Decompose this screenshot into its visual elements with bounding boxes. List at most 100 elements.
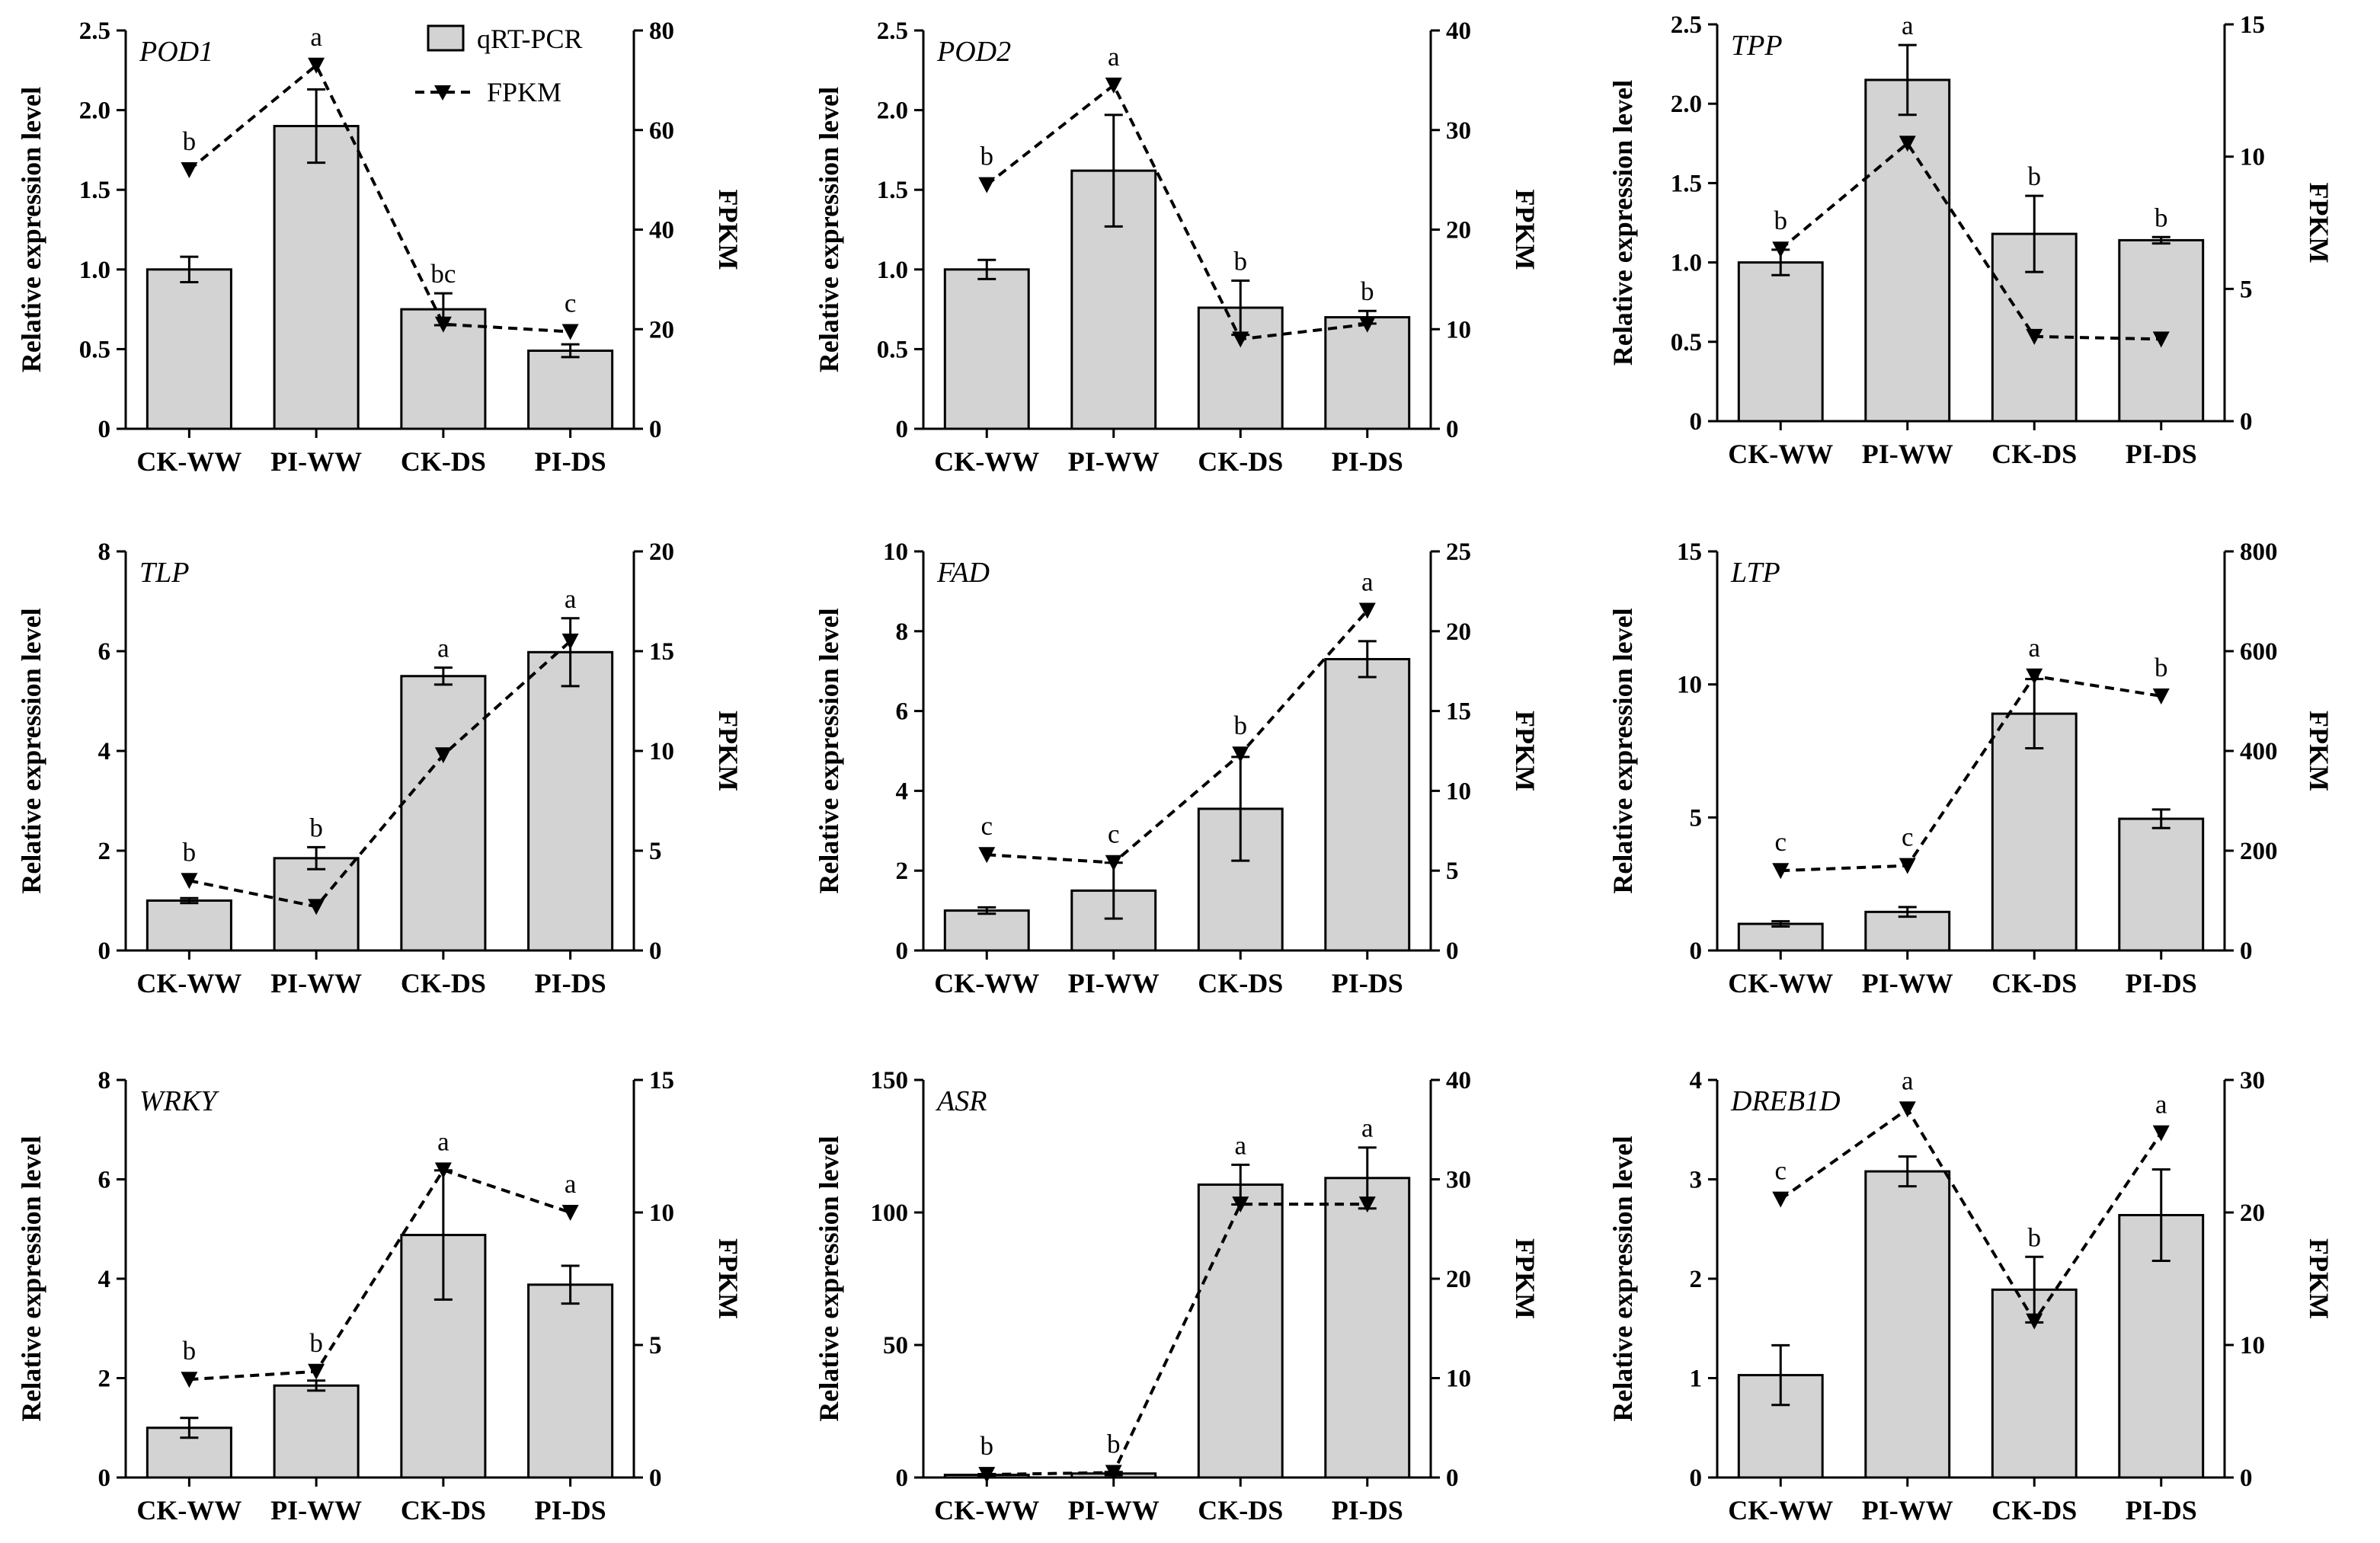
fpkm-marker-ck-ds <box>1232 1196 1249 1213</box>
y2-tick-label: 15 <box>649 1067 674 1094</box>
y-tick-label: 6 <box>98 638 111 666</box>
x-tick-label: PI-WW <box>1068 968 1160 998</box>
bar-fad-ck-ww <box>943 909 1030 952</box>
y2-tick-label: 60 <box>649 117 674 145</box>
fpkm-marker-pi-ww <box>1899 136 1916 152</box>
y-tick-label: 0.5 <box>1671 329 1702 356</box>
legend-bar-swatch <box>427 24 465 52</box>
bar-ltp-pi-ww <box>1864 910 1951 952</box>
significance-label: b <box>2028 1222 2042 1252</box>
y-tick-label: 150 <box>871 1067 909 1094</box>
fpkm-marker-ck-ww <box>978 177 996 193</box>
error-bar-tpp-pi-ds <box>2151 235 2170 245</box>
fpkm-marker-ck-ww <box>1772 1191 1790 1208</box>
x-tick-label: CK-WW <box>1728 1495 1833 1525</box>
fpkm-marker-pi-ds <box>2152 331 2170 348</box>
y-tick-label: 2.5 <box>1671 11 1702 39</box>
y-tick-label: 1.5 <box>877 177 908 204</box>
legend-bar-label: qRT-PCR <box>477 24 583 54</box>
y2-tick-label: 5 <box>649 838 662 865</box>
bar-asr-pi-ds <box>1324 1177 1411 1479</box>
bar-tlp-ck-ds <box>400 675 487 952</box>
y-tick-label: 2.5 <box>877 18 908 45</box>
fpkm-line-tpp <box>1779 141 2161 341</box>
y2-tick-label: 15 <box>1446 698 1471 726</box>
significance-label: a <box>1361 567 1374 597</box>
significance-label: a <box>565 1169 577 1199</box>
error-bar-ltp-pi-ww <box>1898 906 1917 918</box>
error-bar-fad-ck-ww <box>977 906 996 915</box>
significance-label: a <box>1108 42 1120 72</box>
x-tick-label: CK-DS <box>1991 968 2077 998</box>
error-bar-dreb1d-pi-ds <box>2151 1168 2170 1263</box>
significance-label: b <box>980 142 994 171</box>
x-tick-label: PI-WW <box>270 1495 362 1525</box>
y-tick-label: 2 <box>896 858 909 885</box>
fpkm-marker-ck-ds <box>434 747 452 764</box>
y-tick-label: 8 <box>98 538 111 566</box>
y2-axis-title: FPKM <box>713 1238 744 1319</box>
y-tick-label: 8 <box>98 1067 111 1094</box>
fpkm-marker-pi-ww <box>308 57 325 74</box>
x-tick-label: CK-WW <box>136 968 242 998</box>
bar-tpp-pi-ww <box>1864 78 1951 423</box>
fpkm-line-pod1 <box>188 62 571 334</box>
y2-tick-label: 400 <box>2240 738 2278 765</box>
y-tick-label: 2.0 <box>877 97 908 125</box>
y-tick-label: 0 <box>98 938 111 965</box>
y2-tick-label: 5 <box>2240 276 2253 303</box>
x-tick-label: CK-WW <box>934 1495 1039 1525</box>
fpkm-marker-pi-ww <box>308 1363 325 1380</box>
x-tick-label: PI-WW <box>1862 439 1953 469</box>
significance-label: b <box>1107 1429 1121 1458</box>
error-bar-pod1-pi-ds <box>561 343 580 359</box>
x-tick-label: CK-WW <box>934 968 1039 998</box>
significance-label: c <box>980 811 993 841</box>
fpkm-line-fad <box>987 609 1369 864</box>
bar-ltp-pi-ds <box>2118 817 2205 952</box>
y-tick-label: 0 <box>1690 408 1703 436</box>
bar-wrky-pi-ds <box>527 1283 614 1479</box>
y-tick-label: 0 <box>1690 1465 1703 1492</box>
y2-tick-label: 10 <box>2240 1332 2265 1359</box>
x-tick-label: PI-DS <box>2126 968 2197 998</box>
significance-label: b <box>1234 246 1248 276</box>
gene-title: DREB1D <box>1730 1085 1841 1117</box>
y-tick-label: 0 <box>896 1465 909 1492</box>
x-tick-label: PI-DS <box>535 968 606 998</box>
fpkm-marker-ck-ww <box>181 162 198 179</box>
bar-dreb1d-pi-ww <box>1864 1170 1951 1479</box>
significance-label: a <box>1234 1130 1246 1160</box>
fpkm-marker-pi-ds <box>1358 602 1376 619</box>
fpkm-marker-pi-ds <box>1358 1196 1376 1213</box>
y-tick-label: 1 <box>1690 1366 1703 1393</box>
significance-label: b <box>183 837 197 867</box>
y-tick-label: 6 <box>896 698 909 726</box>
y2-tick-label: 0 <box>1446 1465 1459 1492</box>
error-bar-tlp-pi-ww <box>307 845 326 871</box>
y2-axis-title: FPKM <box>2304 711 2334 791</box>
bar-asr-ck-ds <box>1197 1183 1284 1479</box>
y-tick-label: 2.5 <box>79 18 110 45</box>
x-tick-label: CK-DS <box>401 1495 486 1525</box>
x-tick-label: CK-WW <box>1728 439 1833 469</box>
significance-label: b <box>2154 653 2168 682</box>
error-bar-wrky-ck-ww <box>180 1417 199 1439</box>
y2-tick-label: 40 <box>649 217 674 244</box>
x-tick-label: CK-WW <box>136 1495 242 1525</box>
fpkm-marker-pi-ds <box>561 1205 579 1221</box>
chart-panel-pod1: b a bc c 0 0.5 1.0 1.5 2.0 2.5 0 20 40 60 80 CK-WW PI-WW… <box>16 18 744 477</box>
significance-label: b <box>309 813 323 842</box>
fpkm-marker-ck-ds <box>2026 668 2043 685</box>
fpkm-marker-pi-ds <box>561 324 579 340</box>
significance-label: b <box>183 1336 197 1366</box>
y-tick-label: 4 <box>98 1266 111 1293</box>
y2-tick-label: 0 <box>2240 408 2253 436</box>
significance-label: a <box>565 584 577 614</box>
significance-label: b <box>1234 711 1248 740</box>
x-tick-label: PI-WW <box>1068 1495 1160 1525</box>
error-bar-pod1-ck-ww <box>180 255 199 284</box>
fpkm-marker-ck-ds <box>434 316 452 333</box>
